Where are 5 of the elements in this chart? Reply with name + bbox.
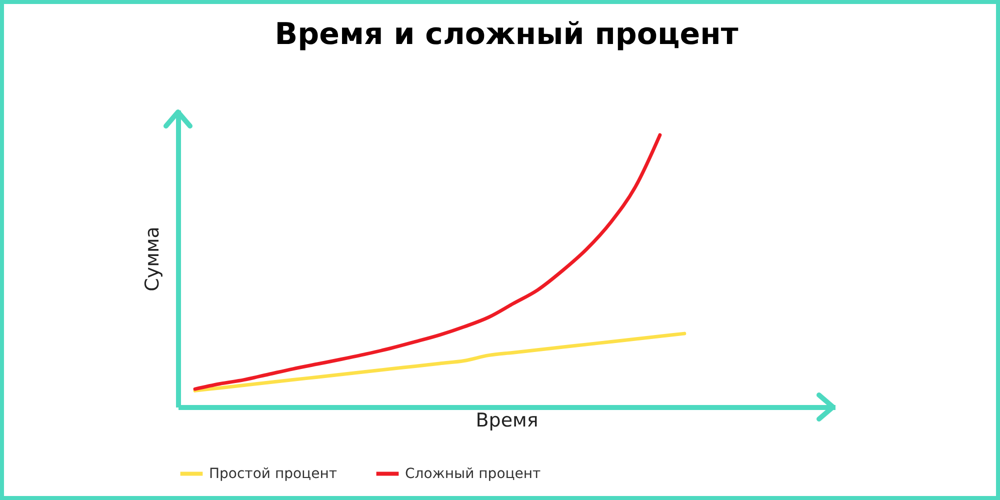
y-axis-title: Сумма — [142, 226, 164, 292]
x-axis-title: Время — [476, 410, 538, 432]
legend-label: Простой процент — [209, 466, 338, 482]
legend-label: Сложный процент — [405, 466, 541, 482]
chart-title: Время и сложный процент — [274, 17, 739, 52]
